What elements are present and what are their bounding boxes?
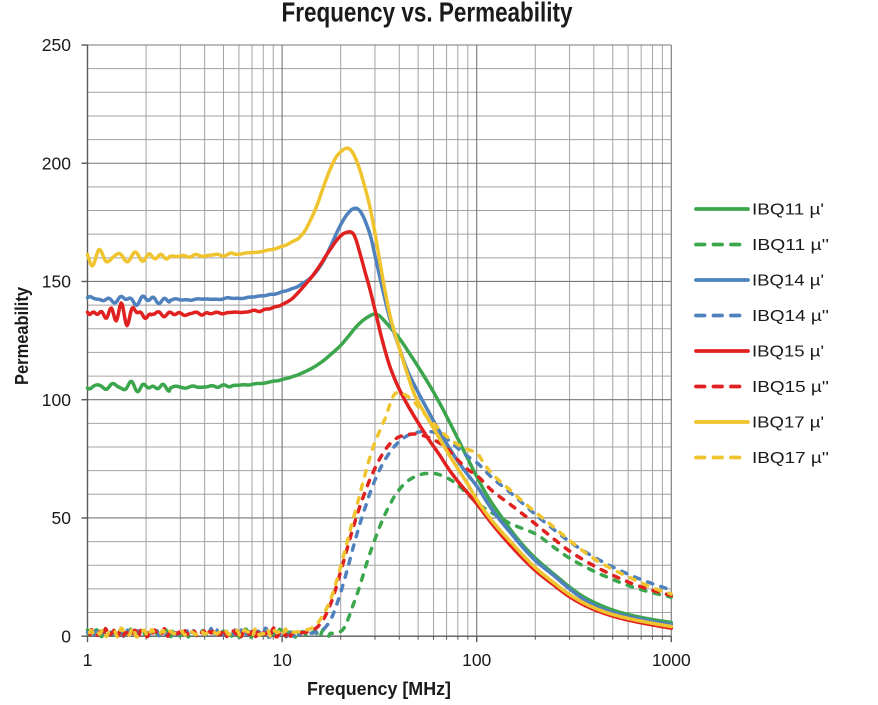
svg-text:200: 200 <box>42 153 71 173</box>
svg-text:IBQ11 µ': IBQ11 µ' <box>752 201 824 218</box>
svg-text:100: 100 <box>462 650 491 670</box>
svg-text:0: 0 <box>61 626 71 646</box>
svg-text:Frequency vs. Permeability: Frequency vs. Permeability <box>282 0 574 28</box>
svg-text:10: 10 <box>272 650 292 670</box>
svg-text:150: 150 <box>42 272 71 292</box>
svg-text:50: 50 <box>52 508 72 528</box>
svg-text:IBQ14 µ'': IBQ14 µ'' <box>752 308 829 325</box>
svg-text:100: 100 <box>42 390 71 410</box>
svg-text:IBQ15 µ': IBQ15 µ' <box>752 343 824 360</box>
svg-text:IBQ17 µ': IBQ17 µ' <box>752 414 824 431</box>
svg-text:250: 250 <box>42 35 71 55</box>
svg-text:IBQ17 µ'': IBQ17 µ'' <box>752 450 829 467</box>
svg-text:Frequency [MHz]: Frequency [MHz] <box>307 679 451 699</box>
svg-text:IBQ15 µ'': IBQ15 µ'' <box>752 379 829 396</box>
svg-text:Permeability: Permeability <box>12 287 32 385</box>
svg-text:1000: 1000 <box>652 650 691 670</box>
svg-text:IBQ14 µ': IBQ14 µ' <box>752 272 824 289</box>
svg-text:IBQ11 µ'': IBQ11 µ'' <box>752 237 829 254</box>
svg-text:1: 1 <box>83 650 93 670</box>
